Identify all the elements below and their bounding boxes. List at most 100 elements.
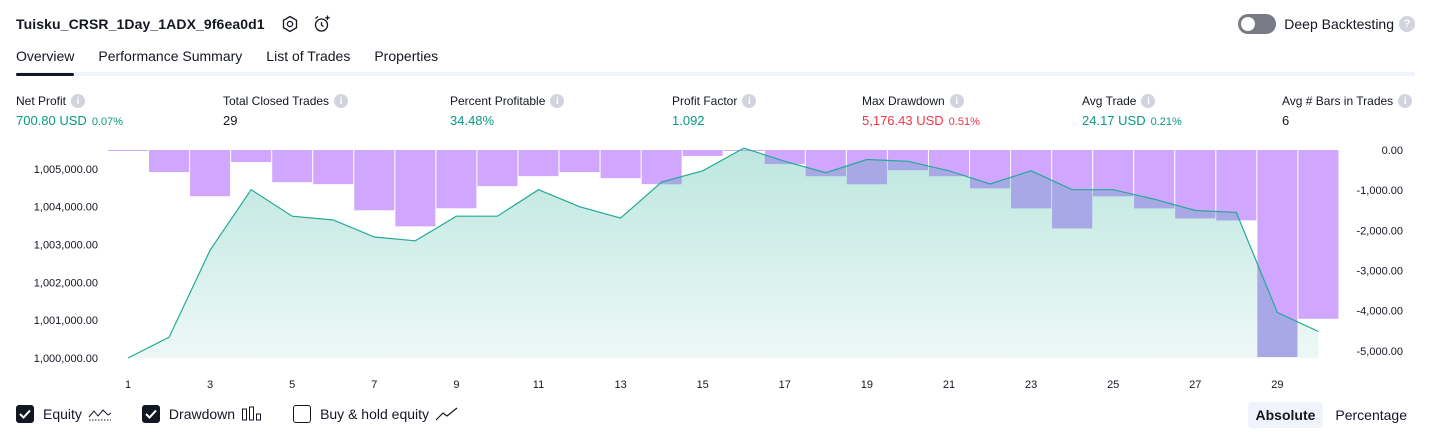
metric-max-drawdown: Max Drawdown i 5,176.43 USD 0.51% [862,93,980,128]
drawdown-bar [149,150,190,173]
left-axis: 1,000,000.00 1,001,000.00 1,002,000.00 1,00… [34,164,98,365]
info-icon[interactable]: i [1398,94,1413,108]
legend-buy-hold[interactable]: Buy & hold equity [293,405,459,423]
legend-buy-hold-label: Buy & hold equity [320,406,430,422]
metric-net-profit: Net Profit i 700.80 USD 0.07% [16,93,123,128]
trend-line-icon [435,406,459,422]
metric-label: Percent Profitable [450,94,546,108]
drawdown-bar [395,150,436,227]
metric-value: 5,176.43 USD [862,113,944,128]
x-axis-tick-label: 11 [533,379,544,391]
equity-drawdown-chart[interactable]: 1,000,000.00 1,001,000.00 1,002,000.00 1,00… [0,138,1431,400]
drawdown-bar [1216,150,1257,221]
right-axis: 0.00 -1,000.00 -2,000.00 -3,000.00 -4,000.00… [1357,145,1403,358]
x-axis-tick-label: 29 [1271,379,1283,391]
tab-list-of-trades[interactable]: List of Trades [266,48,351,64]
value-mode-switch: Absolute Percentage [1244,401,1416,429]
x-axis: 1 3 5 7 9 11 13 15 17 19 21 23 25 27 29 [125,379,1284,391]
legend-drawdown-label: Drawdown [168,406,236,422]
help-icon[interactable]: ? [1399,16,1415,32]
report-header: Tuisku_CRSR_1Day_1ADX_9f6ea0d1 [16,12,333,36]
chart-legend: Equity Drawdown Buy & hold equity [16,403,489,425]
metric-value: 700.80 USD [16,113,87,128]
left-axis-tick-label: 1,001,000.00 [34,315,98,327]
x-axis-tick-label: 1 [125,379,131,391]
absolute-button[interactable]: Absolute [1247,402,1324,428]
deep-backtesting-toggle[interactable] [1238,14,1277,34]
metric-value: 34.48% [450,113,495,128]
metric-profit-factor: Profit Factor i 1.092 [672,93,757,128]
right-axis-tick-label: -2,000.00 [1357,225,1403,237]
x-axis-tick-label: 19 [861,379,873,391]
tab-performance-summary[interactable]: Performance Summary [98,48,243,64]
equity-line-icon [88,406,112,422]
x-axis-tick-label: 27 [1189,379,1201,391]
right-axis-tick-label: -4,000.00 [1357,306,1403,318]
legend-equity[interactable]: Equity [16,405,112,423]
metric-label: Net Profit [16,94,67,108]
drawdown-bar [518,150,559,177]
drawdown-bar [682,150,723,157]
metric-value: 29 [223,113,238,128]
right-axis-tick-label: -1,000.00 [1357,185,1403,197]
tab-properties[interactable]: Properties [374,48,439,64]
info-icon[interactable]: i [742,94,757,108]
drawdown-checkbox[interactable] [141,405,160,423]
metric-label: Avg # Bars in Trades [1282,94,1394,108]
metric-avg-bars: Avg # Bars in Trades i 6 [1282,93,1413,128]
info-icon[interactable]: i [949,94,964,108]
alarm-clock-plus-icon[interactable] [311,13,333,35]
drawdown-bar [1093,150,1134,197]
metric-total-closed-trades: Total Closed Trades i 29 [223,93,349,128]
info-icon[interactable]: i [334,94,349,108]
drawdown-bar [600,150,641,179]
metric-label: Total Closed Trades [223,94,330,108]
x-axis-tick-label: 17 [779,379,791,391]
drawdown-bar [108,150,148,151]
x-axis-tick-label: 3 [207,379,213,391]
left-axis-tick-label: 1,002,000.00 [34,277,98,289]
info-icon[interactable]: i [71,94,86,108]
legend-equity-label: Equity [43,406,82,422]
metric-sub-value: 0.21% [1150,116,1182,128]
equity-line [127,147,1319,359]
drawdown-bar [190,150,231,197]
metric-percent-profitable: Percent Profitable i 34.48% [450,93,565,128]
metrics-row: Net Profit i 700.80 USD 0.07% Total Closed… [16,93,1415,129]
metric-value: 6 [1282,113,1290,128]
deep-backtesting-label: Deep Backtesting [1284,16,1394,32]
x-axis-tick-label: 5 [289,379,295,391]
right-axis-tick-label: -5,000.00 [1357,346,1403,358]
x-axis-tick-label: 7 [371,379,377,391]
drawdown-bar [559,150,600,173]
drawdown-bar [1298,150,1339,319]
metric-label: Max Drawdown [862,94,945,108]
hexagon-gear-icon[interactable] [279,13,301,35]
info-icon[interactable]: i [550,94,565,108]
drawdown-bar [313,150,354,185]
metric-label: Profit Factor [672,94,738,108]
x-axis-tick-label: 21 [943,379,955,391]
drawdown-bar [477,150,518,187]
x-axis-tick-label: 9 [453,379,459,391]
equity-checkbox[interactable] [16,405,34,423]
right-axis-tick-label: 0.00 [1382,145,1403,157]
metric-sub-value: 0.07% [91,116,124,128]
strategy-name: Tuisku_CRSR_1Day_1ADX_9f6ea0d1 [16,16,265,32]
info-icon[interactable]: i [1141,94,1156,108]
drawdown-bars-icon [241,406,263,422]
percentage-button[interactable]: Percentage [1335,407,1407,423]
drawdown-bar [272,150,313,183]
x-axis-tick-label: 13 [614,379,626,391]
left-axis-tick-label: 1,004,000.00 [34,202,98,214]
drawdown-bar [354,150,395,211]
buy-hold-checkbox[interactable] [293,405,312,423]
x-axis-tick-label: 25 [1107,379,1119,391]
report-tabs: Overview Performance Summary List of Tra… [16,44,1415,76]
legend-drawdown[interactable]: Drawdown [141,405,263,423]
x-axis-tick-label: 15 [697,379,709,391]
left-axis-tick-label: 1,003,000.00 [34,240,98,252]
drawdown-bar [231,150,272,163]
tab-overview[interactable]: Overview [16,44,75,76]
left-axis-tick-label: 1,000,000.00 [34,353,98,365]
